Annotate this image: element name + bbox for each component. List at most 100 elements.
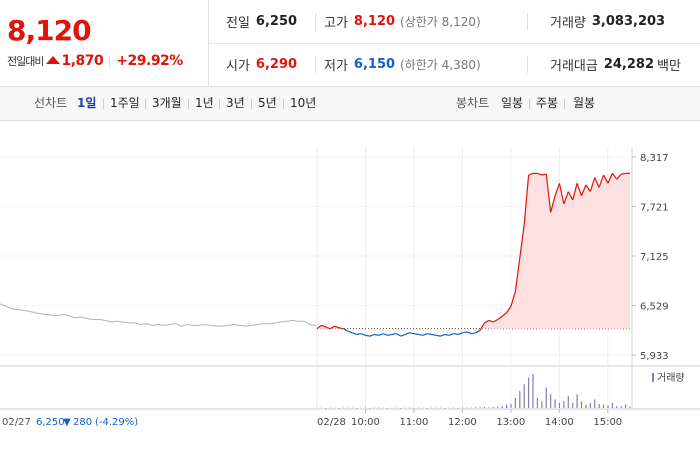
stat-value: 6,150 bbox=[353, 57, 396, 72]
volume-bar bbox=[514, 397, 516, 408]
change-row: 전일대비 1,870 +29.92% bbox=[7, 51, 183, 71]
range-1y[interactable]: 1년 bbox=[195, 96, 214, 110]
volume-bar bbox=[364, 407, 367, 409]
stat-value: 24,282 bbox=[603, 57, 655, 72]
y-tick-label: 7,125 bbox=[640, 252, 669, 263]
volume-bar bbox=[408, 407, 411, 409]
range-3m[interactable]: 3개월 bbox=[152, 96, 182, 110]
change-amount: 1,870 bbox=[61, 53, 104, 69]
volume-bar bbox=[580, 401, 583, 408]
today-segment bbox=[572, 183, 578, 201]
x-tick-label: 10:00 bbox=[351, 417, 380, 428]
stat-value: 8,120 bbox=[353, 14, 396, 29]
today-segment bbox=[334, 325, 340, 329]
today-segment bbox=[409, 332, 415, 335]
today-segment bbox=[607, 173, 613, 184]
today-segment bbox=[580, 184, 587, 197]
volume-bar bbox=[519, 391, 521, 408]
candle-monthly[interactable]: 월봉 bbox=[573, 96, 596, 110]
today-segment bbox=[365, 334, 371, 337]
volume-bar bbox=[620, 406, 622, 408]
stat-row: 시가 6,290 저가 6,150 (하한가 4,380) 거래대금 24,28… bbox=[209, 43, 700, 86]
x-tick-label: 14:00 bbox=[545, 417, 574, 428]
volume-bar bbox=[413, 408, 415, 409]
volume-bar bbox=[541, 401, 543, 408]
volume-bar bbox=[607, 405, 609, 408]
divider bbox=[251, 99, 252, 109]
volume-bar bbox=[461, 407, 464, 409]
volume-bar bbox=[444, 408, 446, 409]
volume-bar bbox=[563, 401, 565, 408]
volume-bar bbox=[373, 407, 375, 409]
volume-bar bbox=[585, 404, 587, 408]
volume-bar bbox=[510, 403, 512, 408]
volume-bar bbox=[338, 408, 340, 409]
volume-bar bbox=[523, 384, 525, 408]
volume-bar bbox=[576, 394, 578, 408]
volume-bar bbox=[439, 407, 442, 409]
today-segment bbox=[453, 333, 459, 336]
range-10y[interactable]: 10년 bbox=[290, 96, 317, 110]
divider bbox=[219, 99, 220, 109]
today-segment bbox=[475, 329, 481, 334]
volume-bar bbox=[567, 396, 569, 408]
stat-label: 거래대금 bbox=[550, 59, 598, 74]
candle-weekly[interactable]: 주봉 bbox=[536, 96, 559, 110]
stat-label: 시가 bbox=[226, 59, 250, 74]
volume-bar bbox=[334, 407, 336, 409]
volume-bar bbox=[572, 402, 574, 408]
volume-bar bbox=[395, 407, 397, 409]
stat-open: 시가 6,290 bbox=[226, 43, 297, 86]
change-label: 전일대비 bbox=[7, 55, 44, 68]
stat-value: 6,250 bbox=[255, 14, 298, 29]
today-segment bbox=[427, 333, 432, 336]
today-segment bbox=[479, 322, 486, 331]
range-5y[interactable]: 5년 bbox=[258, 96, 277, 110]
today-segment bbox=[488, 319, 494, 323]
today-segment bbox=[449, 333, 454, 336]
today-segment bbox=[603, 174, 609, 184]
stat-label: 거래량 bbox=[550, 16, 586, 31]
today-segment bbox=[391, 333, 397, 336]
volume-bar bbox=[558, 402, 561, 408]
stat-prev-close: 전일 6,250 bbox=[226, 0, 297, 43]
candle-daily[interactable]: 일봉 bbox=[501, 96, 524, 110]
range-1w[interactable]: 1주일 bbox=[110, 96, 140, 110]
today-segment bbox=[360, 333, 366, 336]
volume-bar bbox=[448, 407, 450, 409]
volume-bar bbox=[431, 407, 433, 409]
stat-volume: 거래량 3,083,203 bbox=[550, 0, 665, 43]
today-segment bbox=[435, 334, 441, 337]
candle-chart-label: 봉차트 bbox=[456, 96, 490, 110]
y-tick-label: 7,721 bbox=[640, 203, 669, 214]
divider bbox=[527, 56, 528, 73]
volume-bar bbox=[369, 408, 371, 409]
stat-label: 고가 bbox=[324, 16, 348, 31]
today-segment bbox=[545, 174, 552, 213]
volume-bar bbox=[475, 407, 477, 408]
today-segment bbox=[471, 332, 476, 335]
today-segment bbox=[431, 333, 437, 336]
volume-bar bbox=[453, 407, 455, 409]
stat-value: 6,290 bbox=[255, 57, 298, 72]
footer-change-pct: (-4.29%) bbox=[95, 417, 138, 428]
today-segment bbox=[523, 174, 530, 225]
footer-down-arrow-icon: ▼ bbox=[63, 417, 71, 428]
volume-legend-label: 거래량 bbox=[657, 372, 685, 384]
volume-bar bbox=[532, 374, 534, 408]
today-segment bbox=[519, 224, 525, 259]
range-1d[interactable]: 1일 bbox=[77, 96, 97, 110]
volume-bar bbox=[466, 407, 468, 409]
volume-bar bbox=[426, 408, 428, 409]
prev-day-line bbox=[0, 303, 317, 327]
today-segment bbox=[501, 312, 507, 317]
divider bbox=[315, 56, 316, 73]
range-3y[interactable]: 3년 bbox=[226, 96, 245, 110]
volume-bar bbox=[624, 404, 627, 408]
today-segment bbox=[563, 191, 569, 205]
stat-value: 3,083,203 bbox=[591, 14, 666, 29]
divider bbox=[188, 99, 189, 109]
volume-bar bbox=[400, 408, 402, 409]
up-area-fill bbox=[317, 173, 630, 329]
today-segment bbox=[396, 333, 402, 337]
